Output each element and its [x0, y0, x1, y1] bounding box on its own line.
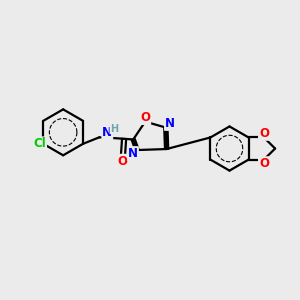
Text: Cl: Cl [33, 137, 46, 150]
Text: H: H [110, 124, 118, 134]
Text: O: O [140, 111, 150, 124]
Text: N: N [102, 126, 112, 139]
Text: O: O [117, 155, 127, 168]
Text: O: O [259, 157, 269, 170]
Text: O: O [259, 127, 269, 140]
Text: N: N [165, 117, 175, 130]
Text: N: N [128, 147, 138, 160]
